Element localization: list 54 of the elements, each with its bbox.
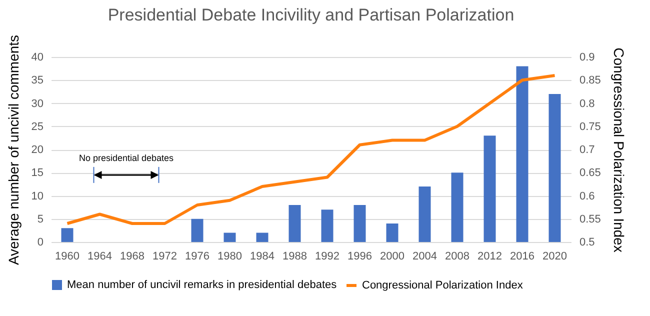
y2-tick-label: 0.5: [580, 236, 595, 248]
y-tick-label: 5: [37, 213, 44, 226]
legend-label: Congressional Polarization Index: [362, 280, 524, 292]
line-series: [66, 74, 556, 225]
y-tick-label: 35: [31, 74, 44, 87]
bar: [321, 210, 334, 242]
bar: [191, 218, 204, 242]
y-tick-label: 15: [31, 167, 44, 180]
x-tick-label: 2020: [542, 250, 567, 262]
y-tick-label: 30: [31, 98, 44, 110]
x-tick-label: 1972: [152, 250, 177, 262]
x-tick-label: 1992: [315, 250, 340, 262]
bar: [451, 172, 464, 242]
x-tick-label: 1976: [185, 250, 210, 262]
x-tick-label: 1996: [348, 250, 372, 262]
x-tick-label: 2012: [478, 250, 502, 262]
bar: [418, 186, 431, 242]
y-tick-label: 10: [31, 190, 44, 202]
bar: [548, 94, 561, 242]
x-tick-label: 1964: [88, 250, 112, 262]
bar: [484, 136, 496, 242]
x-tick-label: 2008: [445, 250, 470, 262]
y2-tick-label: 0.8: [580, 98, 595, 110]
y-tick-label: 20: [31, 144, 44, 156]
y-tick-label: 40: [31, 52, 44, 64]
x-tick-label: 1968: [120, 250, 144, 262]
bar: [256, 232, 268, 242]
y2-tick-label: 0.7: [580, 144, 595, 156]
y2-tick-label: 0.6: [580, 190, 595, 202]
bar: [224, 232, 236, 242]
y2-tick-label: 0.9: [580, 52, 595, 64]
bar: [516, 66, 528, 242]
x-tick-label: 1960: [55, 250, 80, 262]
y2-axis-title: Congressional Polarization Index: [610, 48, 627, 252]
x-tick-label: 1980: [218, 250, 242, 262]
y2-tick-label: 0.55: [580, 213, 601, 226]
chart-title: Presidential Debate Incivility and Partisan Polarization: [108, 5, 514, 24]
x-tick-label: 2016: [510, 250, 534, 262]
y2-tick-label: 0.75: [580, 120, 601, 133]
x-tick-label: 1988: [282, 250, 307, 262]
y2-tick-label: 0.65: [580, 167, 601, 180]
bar: [386, 224, 398, 242]
x-tick-label: 1984: [250, 250, 274, 262]
y-tick-label: 25: [31, 120, 44, 133]
x-tick-label: 2000: [380, 250, 404, 262]
y2-tick-label: 0.85: [580, 74, 601, 87]
x-tick-label: 2004: [412, 250, 437, 262]
bar: [354, 205, 366, 242]
bar: [61, 228, 74, 242]
y-tick-label: 0: [37, 236, 44, 248]
y-axis-title: Average number of uncivil comments: [5, 34, 22, 266]
legend-label: Mean number of uncivil remarks in presidential debates: [67, 279, 338, 291]
annotation: No presidential debates: [78, 152, 174, 163]
bar: [288, 205, 301, 242]
